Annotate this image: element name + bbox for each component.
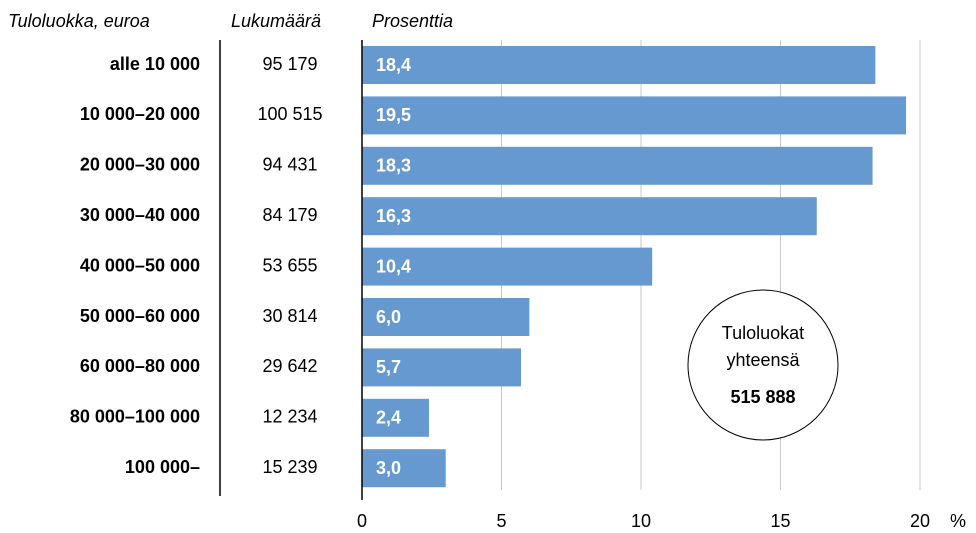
bar	[362, 398, 429, 437]
x-tick-label: 10	[631, 511, 651, 531]
count-label: 95 179	[262, 54, 317, 74]
count-label: 100 515	[257, 104, 322, 124]
bar	[362, 197, 817, 236]
category-label: alle 10 000	[110, 54, 200, 74]
x-tick-label: 5	[496, 511, 506, 531]
value-label: 16,3	[376, 206, 411, 226]
category-label: 40 000–50 000	[80, 255, 200, 275]
annotation-text: yhteensä	[726, 350, 800, 370]
bar	[362, 348, 522, 387]
count-label: 84 179	[262, 205, 317, 225]
category-label: 100 000–	[125, 457, 200, 477]
count-label: 29 642	[262, 356, 317, 376]
bar	[362, 146, 873, 185]
column-header: Prosenttia	[372, 11, 453, 31]
bar	[362, 46, 876, 84]
value-label: 6,0	[376, 307, 401, 327]
value-label: 5,7	[376, 357, 401, 377]
category-label: 10 000–20 000	[80, 104, 200, 124]
x-tick-label: 0	[357, 511, 367, 531]
category-label: 20 000–30 000	[80, 155, 200, 175]
value-label: 10,4	[376, 256, 411, 276]
category-label: 80 000–100 000	[70, 407, 200, 427]
annotation-text: Tuloluokat	[722, 323, 804, 343]
annotation-total: 515 888	[730, 387, 795, 407]
x-tick-label: 20	[910, 511, 930, 531]
category-label: 50 000–60 000	[80, 306, 200, 326]
count-label: 15 239	[262, 457, 317, 477]
value-label: 19,5	[376, 105, 411, 125]
value-label: 18,4	[376, 55, 411, 75]
column-header: Lukumäärä	[231, 11, 321, 31]
column-header: Tuloluokka, euroa	[8, 11, 150, 31]
x-axis-label: %	[950, 511, 966, 531]
category-label: 60 000–80 000	[80, 356, 200, 376]
value-label: 2,4	[376, 408, 401, 428]
count-label: 12 234	[262, 407, 317, 427]
x-tick-label: 15	[770, 511, 790, 531]
count-label: 94 431	[262, 155, 317, 175]
value-label: 3,0	[376, 458, 401, 478]
bar	[362, 96, 907, 135]
annotation-circle	[687, 289, 839, 441]
count-label: 30 814	[262, 306, 317, 326]
bar	[362, 298, 530, 336]
value-label: 18,3	[376, 156, 411, 176]
category-label: 30 000–40 000	[80, 205, 200, 225]
count-label: 53 655	[262, 255, 317, 275]
bar	[362, 449, 446, 488]
bar	[362, 247, 653, 286]
